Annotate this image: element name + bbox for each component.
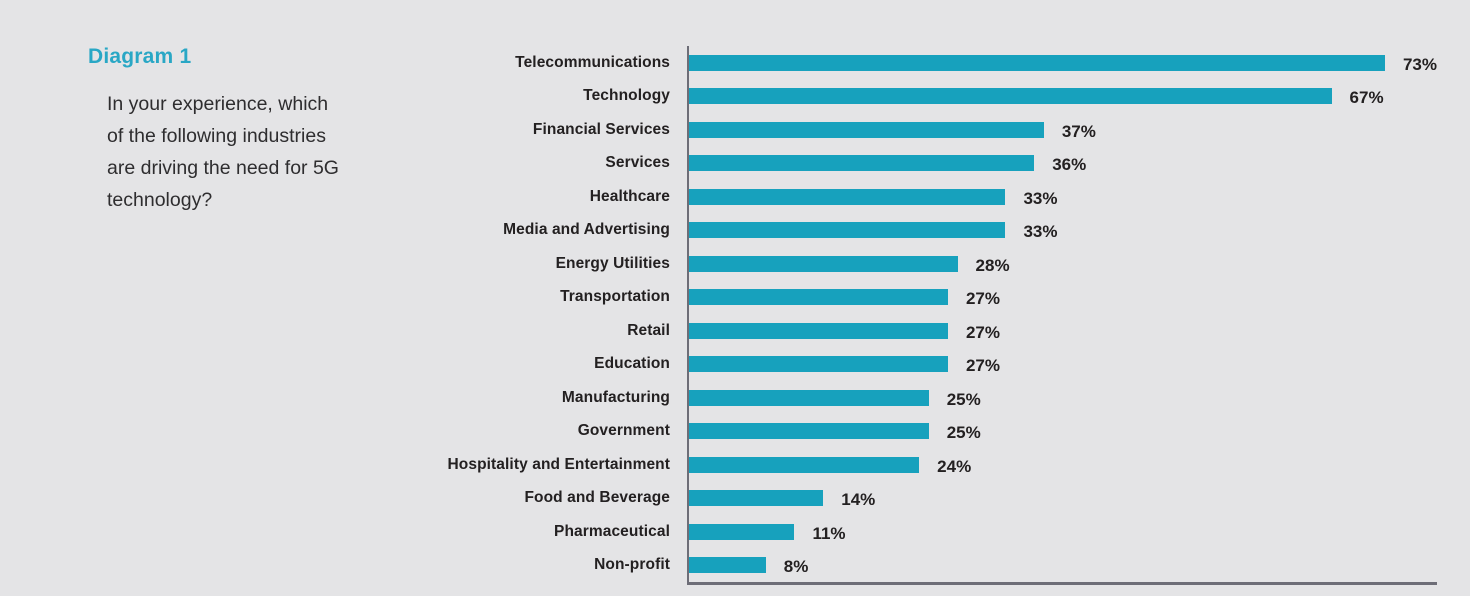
bar: [689, 222, 1006, 239]
bar-chart: Telecommunications Technology Financial Se…: [317, 46, 1437, 585]
category-label: Transportation: [560, 288, 670, 306]
value-label: 25%: [946, 389, 981, 409]
bar: [689, 255, 958, 272]
bar-row: 24%: [689, 448, 1437, 482]
bar-row: 28%: [689, 247, 1437, 281]
bar: [689, 289, 948, 306]
diagram-title: Diagram 1: [88, 45, 192, 68]
bar: [689, 356, 948, 373]
bar-row: 27%: [689, 314, 1437, 348]
bar-row: 36%: [689, 147, 1437, 181]
bar: [689, 188, 1006, 205]
category-label: Services: [605, 154, 670, 172]
category-label: Energy Utilities: [555, 254, 670, 272]
bar-row: 33%: [689, 214, 1437, 248]
category-label: Education: [594, 355, 670, 373]
value-label: 33%: [1023, 188, 1058, 208]
value-label: 37%: [1061, 121, 1096, 141]
bar-row: 33%: [689, 180, 1437, 214]
value-label: 27%: [965, 356, 1000, 376]
bar: [689, 88, 1332, 105]
bar-row: 67%: [689, 80, 1437, 114]
bar: [689, 322, 948, 339]
value-label: 8%: [783, 557, 809, 577]
value-label: 11%: [812, 523, 846, 543]
bar-row: 14%: [689, 482, 1437, 516]
bar-row: 11%: [689, 515, 1437, 549]
intro-block: Diagram 1 In your experience, which of t…: [88, 45, 418, 216]
bar-row: 27%: [689, 281, 1437, 315]
plot-area: 73% 67% 37% 36% 33% 33% 28% 27% 27% 27% 25% 25% 24% 1…: [687, 46, 1437, 585]
bar: [689, 121, 1044, 138]
value-label: 33%: [1023, 222, 1058, 242]
category-label: Hospitality and Entertainment: [447, 455, 670, 473]
category-label: Financial Services: [532, 120, 670, 138]
bar-row: 25%: [689, 381, 1437, 415]
bar: [689, 490, 824, 507]
value-label: 24%: [937, 456, 972, 476]
bar: [689, 155, 1035, 172]
value-label: 67%: [1349, 88, 1384, 108]
value-label: 28%: [975, 255, 1010, 275]
bar-row: 8%: [689, 549, 1437, 583]
bar: [689, 456, 920, 473]
diagram-question: In your experience, which of the followi…: [107, 93, 339, 211]
value-label: 27%: [965, 322, 1000, 342]
category-label: Healthcare: [589, 187, 670, 205]
bar: [689, 389, 929, 406]
bar-row: 27%: [689, 348, 1437, 382]
category-label: Media and Advertising: [503, 221, 670, 239]
bar: [689, 423, 929, 440]
category-label: Non-profit: [594, 556, 670, 574]
bar: [689, 523, 795, 540]
bar-row: 73%: [689, 46, 1437, 80]
category-label: Pharmaceutical: [554, 522, 670, 540]
category-label: Telecommunications: [515, 53, 670, 71]
bar: [689, 54, 1385, 71]
category-label: Food and Beverage: [524, 489, 670, 507]
category-labels-column: Telecommunications Technology Financial Se…: [317, 46, 687, 582]
value-label: 73%: [1402, 54, 1437, 74]
value-label: 36%: [1052, 155, 1087, 175]
bar-row: 37%: [689, 113, 1437, 147]
category-label: Manufacturing: [561, 388, 670, 406]
value-label: 27%: [965, 289, 1000, 309]
bar: [689, 557, 766, 574]
value-label: 14%: [841, 490, 876, 510]
category-label: Government: [577, 422, 670, 440]
bar-row: 25%: [689, 415, 1437, 449]
category-label: Retail: [627, 321, 670, 339]
value-label: 25%: [946, 423, 981, 443]
category-label: Technology: [583, 87, 670, 105]
